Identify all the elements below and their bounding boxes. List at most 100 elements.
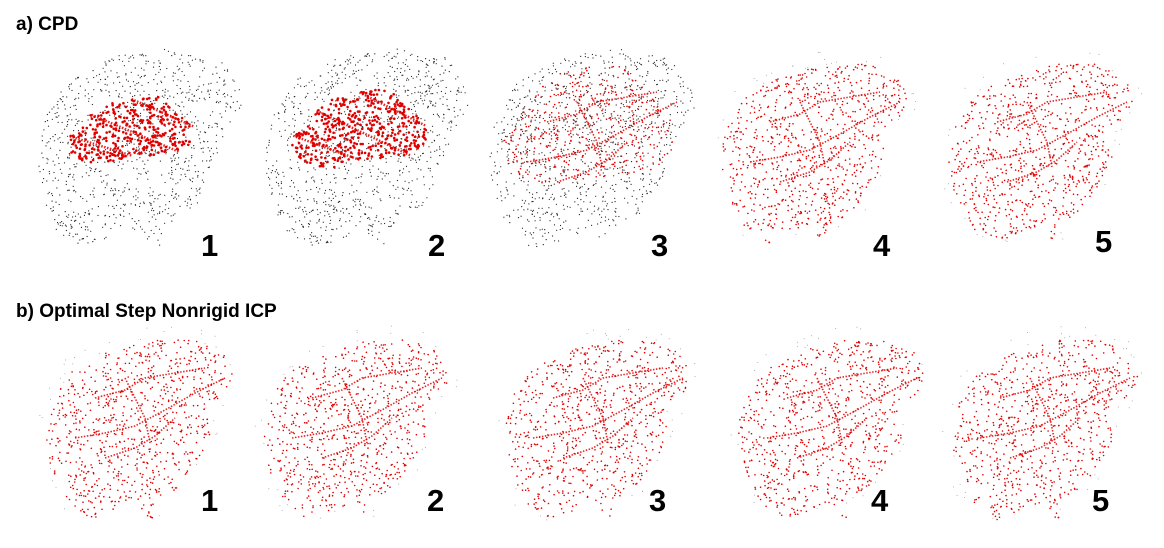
cloud-point <box>494 162 495 163</box>
cloud-point <box>408 79 409 80</box>
cloud-point <box>680 77 681 78</box>
cloud-point <box>759 163 761 165</box>
cloud-point <box>581 72 582 73</box>
cloud-point <box>168 136 169 137</box>
cloud-point <box>384 148 385 149</box>
cloud-point <box>801 167 803 169</box>
cloud-point <box>597 223 598 224</box>
cloud-point <box>548 69 549 70</box>
cloud-point <box>411 158 412 159</box>
cloud-point <box>550 96 552 98</box>
cloud-point <box>387 134 390 137</box>
cloud-point <box>861 156 863 158</box>
cloud-point <box>91 151 94 154</box>
cloud-point <box>333 86 334 87</box>
cloud-point <box>441 91 442 92</box>
cloud-point <box>366 157 369 160</box>
cloud-point <box>403 108 406 111</box>
cloud-point <box>293 198 294 199</box>
cloud-point <box>125 55 126 56</box>
cloud-point <box>614 117 616 119</box>
cloud-point <box>542 86 544 88</box>
cloud-point <box>881 75 883 77</box>
cloud-point <box>575 96 577 98</box>
cloud-point <box>80 134 83 137</box>
cloud-point <box>501 148 502 149</box>
cloud-point <box>575 178 577 180</box>
cloud-point <box>735 146 737 148</box>
cloud-point <box>555 134 557 136</box>
cloud-point <box>427 65 428 66</box>
cloud-point <box>641 106 642 107</box>
cloud-point <box>145 153 146 154</box>
cloud-point <box>631 110 633 112</box>
cloud-point <box>389 221 390 222</box>
cloud-point <box>396 76 397 77</box>
cloud-point <box>500 166 501 167</box>
cloud-point <box>609 154 610 155</box>
cloud-point <box>393 117 396 120</box>
cloud-point <box>622 166 624 168</box>
cloud-point <box>103 180 104 181</box>
cloud-point <box>894 79 896 81</box>
cloud-point <box>651 130 653 132</box>
cloud-point <box>629 117 630 118</box>
cloud-point <box>428 106 429 107</box>
cloud-point <box>746 147 748 149</box>
cloud-point <box>138 173 139 174</box>
cloud-point <box>299 206 300 207</box>
cloud-point <box>724 137 726 139</box>
cloud-point <box>589 168 590 169</box>
cloud-point <box>411 93 412 94</box>
cloud-point <box>604 145 606 147</box>
cloud-point <box>182 71 183 72</box>
cloud-point <box>354 73 355 74</box>
cloud-point <box>611 66 613 68</box>
cloud-point <box>636 115 637 116</box>
cloud-point <box>759 104 761 106</box>
cloud-point <box>627 173 629 175</box>
cloud-point <box>93 89 94 90</box>
cloud-point <box>618 216 619 217</box>
cloud-point <box>295 221 296 222</box>
cloud-point <box>642 194 643 195</box>
cloud-point <box>88 210 89 211</box>
cloud-point <box>119 82 120 83</box>
cloud-point <box>151 230 152 231</box>
cloud-point <box>661 130 663 132</box>
cloud-point <box>439 146 440 147</box>
cloud-point <box>382 131 385 134</box>
cloud-point <box>335 82 336 83</box>
cloud-point <box>634 135 636 137</box>
cloud-point <box>237 101 238 102</box>
cloud-point <box>71 220 72 221</box>
cloud-point <box>646 193 647 194</box>
cloud-point <box>400 153 401 154</box>
cloud-point <box>648 61 649 62</box>
cloud-point <box>151 103 154 106</box>
cloud-point <box>508 163 509 164</box>
cloud-point <box>531 111 533 113</box>
cloud-point <box>608 118 610 120</box>
cloud-point <box>543 118 544 119</box>
cloud-point <box>306 161 309 164</box>
cloud-point <box>641 138 643 140</box>
cloud-point <box>533 210 534 211</box>
cloud-point <box>99 123 102 126</box>
cloud-point <box>549 101 551 103</box>
cloud-point <box>647 73 648 74</box>
cloud-point <box>84 162 85 163</box>
cloud-point <box>543 214 544 215</box>
cloud-point <box>71 119 72 120</box>
cloud-point <box>84 148 87 151</box>
cloud-point <box>372 59 373 60</box>
cloud-point <box>755 163 757 165</box>
cloud-point <box>342 208 343 209</box>
cloud-point <box>94 128 97 131</box>
cloud-point <box>78 130 79 131</box>
cloud-point <box>812 165 814 167</box>
cloud-point <box>319 219 320 220</box>
cloud-point <box>875 115 877 117</box>
cloud-point <box>601 217 602 218</box>
cloud-point <box>316 136 319 139</box>
